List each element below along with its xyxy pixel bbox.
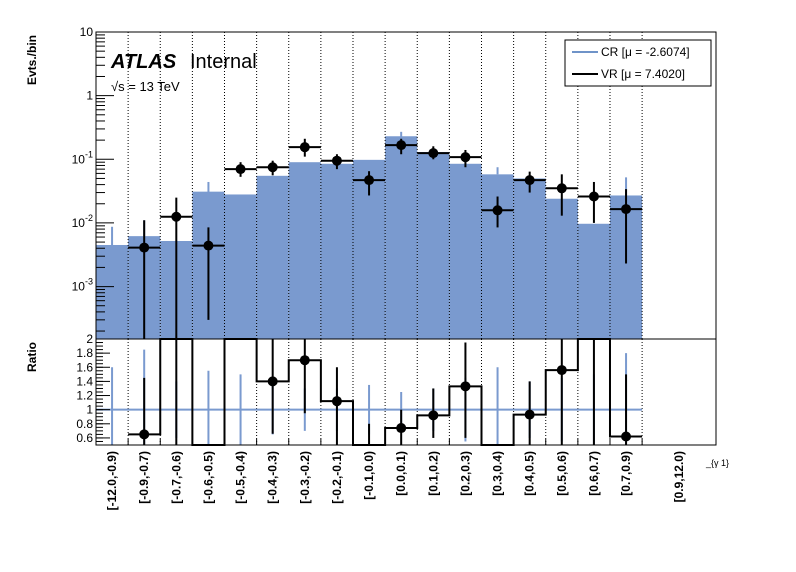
x-tick-label: [-0.9,-0.7) [137, 451, 151, 504]
ratio-step-line [128, 338, 643, 446]
vr-point [492, 205, 503, 216]
vr-point [267, 162, 278, 173]
vr-point [396, 140, 407, 151]
main-panel: 10 1 10-1 10-2 10-3 Evts./bin ATLAS Internal… [25, 25, 717, 340]
cr-bar [256, 175, 289, 339]
ratio-point [460, 381, 471, 392]
y-tick-label: 1 [86, 403, 93, 417]
vr-point [621, 204, 632, 215]
vr-point [556, 183, 567, 194]
vr-point [364, 175, 375, 186]
legend: CR [μ = -2.6074] VR [μ = 7.4020] [564, 39, 712, 87]
x-tick-label: [0.6,0.7) [587, 451, 601, 496]
ratio-point [139, 429, 150, 440]
cr-bar [449, 163, 482, 339]
vr-point [460, 152, 471, 163]
ratio-point [267, 376, 278, 387]
x-tick-label: [-0.2,-0.1) [330, 451, 344, 504]
ratio-y-axis-label: Ratio [25, 342, 39, 372]
y-tick-label: 10-3 [72, 277, 93, 294]
ratio-panel: 21.81.61.41.210.80.6 Ratio [25, 332, 717, 446]
vr-point [524, 175, 535, 186]
vr-point [299, 142, 310, 153]
legend-box [564, 39, 712, 87]
ratio-point [556, 365, 567, 376]
vr-point [235, 164, 246, 175]
x-tick-label: [0.9,12.0) [672, 451, 686, 502]
ratio-point [428, 410, 439, 421]
cr-bar [417, 152, 450, 339]
y-tick-label: 1.8 [76, 346, 93, 360]
y-tick-label: 1.2 [76, 389, 93, 403]
x-tick-label: [-0.6,-0.5) [201, 451, 215, 504]
y-tick-label: 10-2 [72, 213, 93, 230]
y-tick-label: 1.6 [76, 360, 93, 374]
y-tick-label: 0.8 [76, 417, 93, 431]
cr-bar [96, 244, 129, 339]
main-y-axis-label: Evts./bin [25, 35, 39, 85]
cr-bar [513, 178, 546, 339]
x-tick-label: [0.5,0.6) [555, 451, 569, 496]
x-tick-label: [-0.1,0.0) [362, 451, 376, 500]
cr-bar [224, 194, 257, 339]
y-tick-label: 1 [86, 89, 93, 103]
x-tick-label: [0.2,0.3) [458, 451, 472, 496]
vr-points [128, 138, 643, 339]
y-tick-label: 10-1 [72, 149, 93, 166]
x-tick-label: [0.4,0.5) [523, 451, 537, 496]
ratio-point [331, 396, 342, 407]
x-tick-label: [0.3,0.4) [491, 451, 505, 496]
energy-label: √s = 13 TeV [111, 79, 180, 94]
vr-point [171, 211, 182, 222]
ratio-point [621, 431, 632, 442]
x-tick-label: [-0.5,-0.4) [234, 451, 248, 504]
legend-vr-label: VR [μ = 7.4020] [601, 67, 685, 81]
x-tick-label: [-12.0,-0.9) [105, 451, 119, 510]
ratio-point [299, 355, 310, 366]
cr-bar [320, 163, 353, 339]
vr-point [203, 240, 214, 251]
legend-cr-label: CR [μ = -2.6074] [601, 45, 690, 59]
x-axis-tick-labels: [-12.0,-0.9) [-0.9,-0.7) [-0.7,-0.6) [-0.6,… [95, 439, 686, 510]
x-tick-label: [0.7,0.9) [619, 451, 633, 496]
y-tick-label: 2 [86, 332, 93, 346]
main-y-axis: 10 1 10-1 10-2 10-3 [72, 25, 114, 332]
vr-point [588, 191, 599, 202]
vr-point [331, 155, 342, 166]
y-tick-label: 0.6 [76, 431, 93, 445]
x-tick-label: [0.0,0.1) [394, 451, 408, 496]
ratio-point [396, 423, 407, 434]
vr-point [139, 242, 150, 253]
cr-bar [545, 198, 578, 339]
cr-bar [577, 223, 610, 339]
atlas-label: ATLAS [110, 51, 177, 73]
cr-bar [288, 162, 321, 339]
x-tick-label: [0.1,0.2) [426, 451, 440, 496]
ratio-points [128, 338, 643, 446]
x-axis-label: _{γ 1} [705, 458, 729, 468]
y-tick-label: 1.4 [76, 374, 93, 388]
internal-label: Internal [190, 51, 257, 73]
ratio-y-axis: 21.81.61.41.210.80.6 [76, 332, 110, 446]
vr-point [428, 148, 439, 159]
x-tick-label: [-0.7,-0.6) [169, 451, 183, 504]
cr-bar [385, 136, 418, 339]
y-tick-label: 10 [80, 25, 94, 39]
x-tick-label: [-0.4,-0.3) [266, 451, 280, 504]
ratio-point [524, 409, 535, 420]
x-tick-label: [-0.3,-0.2) [298, 451, 312, 504]
